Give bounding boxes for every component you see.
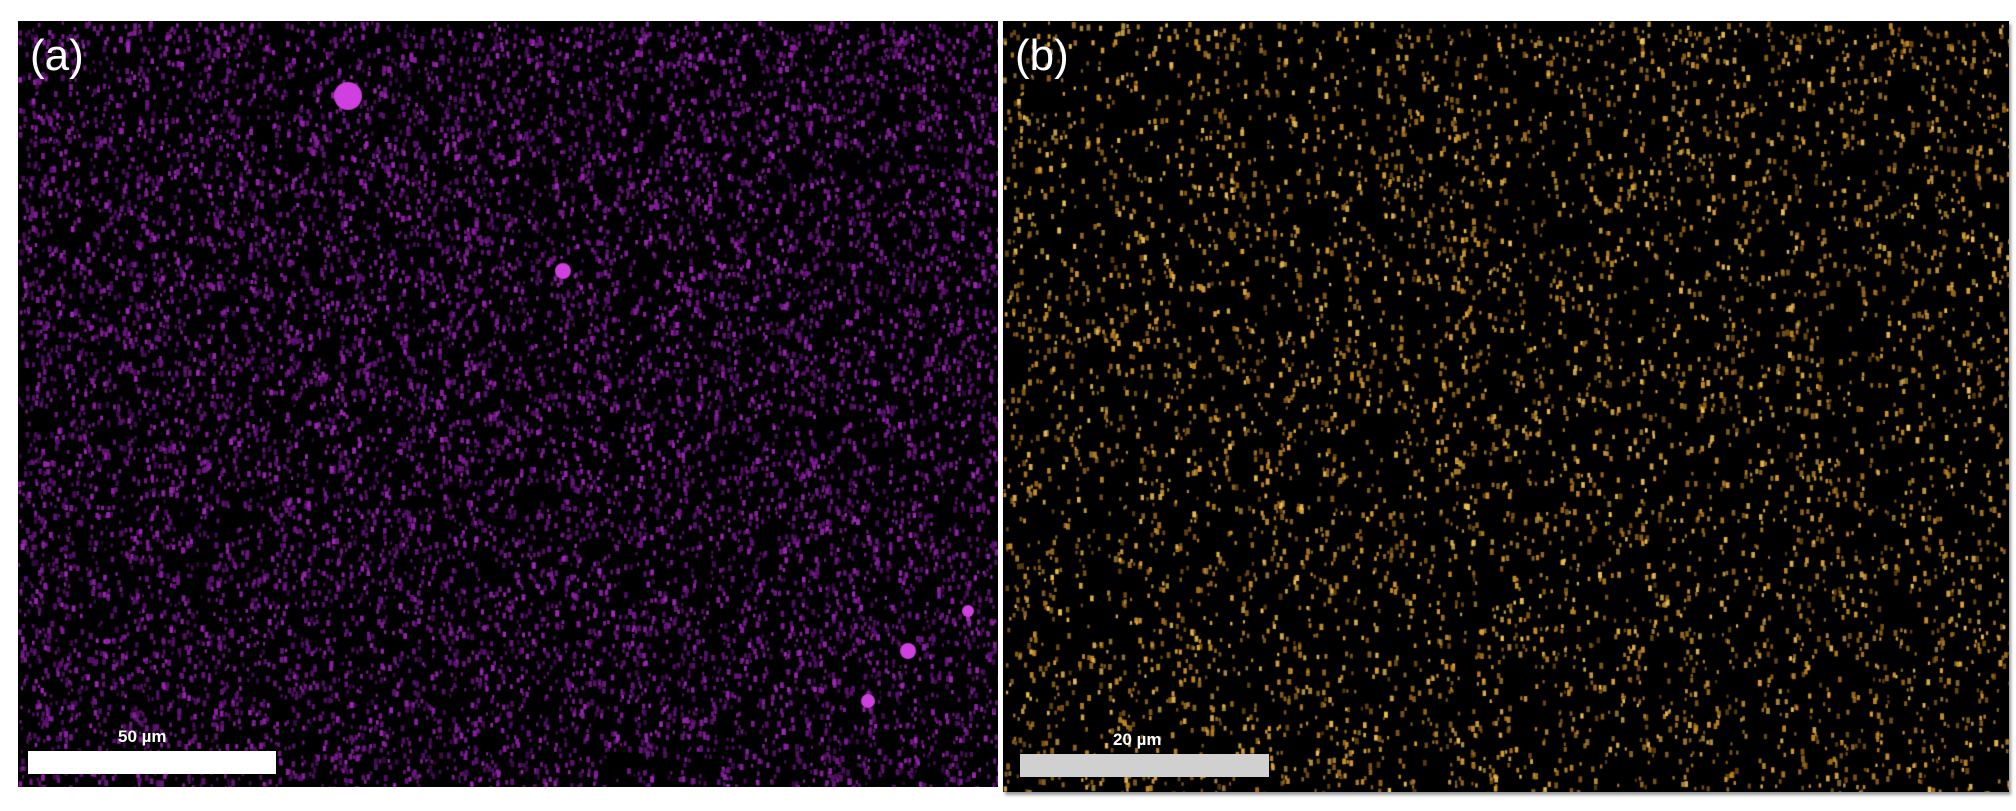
elemental-map-orange bbox=[1003, 21, 2009, 792]
scale-bar bbox=[1020, 754, 1269, 777]
elemental-map-magenta bbox=[18, 21, 998, 787]
panel-label: (a) bbox=[30, 31, 84, 80]
scale-bar-label: 50 µm bbox=[118, 727, 167, 746]
panel-b-eds-map: (b) 20 µm bbox=[1003, 21, 2009, 792]
panel-label: (b) bbox=[1015, 31, 1069, 80]
scale-bar bbox=[28, 751, 276, 774]
scale-bar-label: 20 µm bbox=[1113, 730, 1162, 749]
panel-a-eds-map: (a) 50 µm bbox=[18, 21, 998, 787]
